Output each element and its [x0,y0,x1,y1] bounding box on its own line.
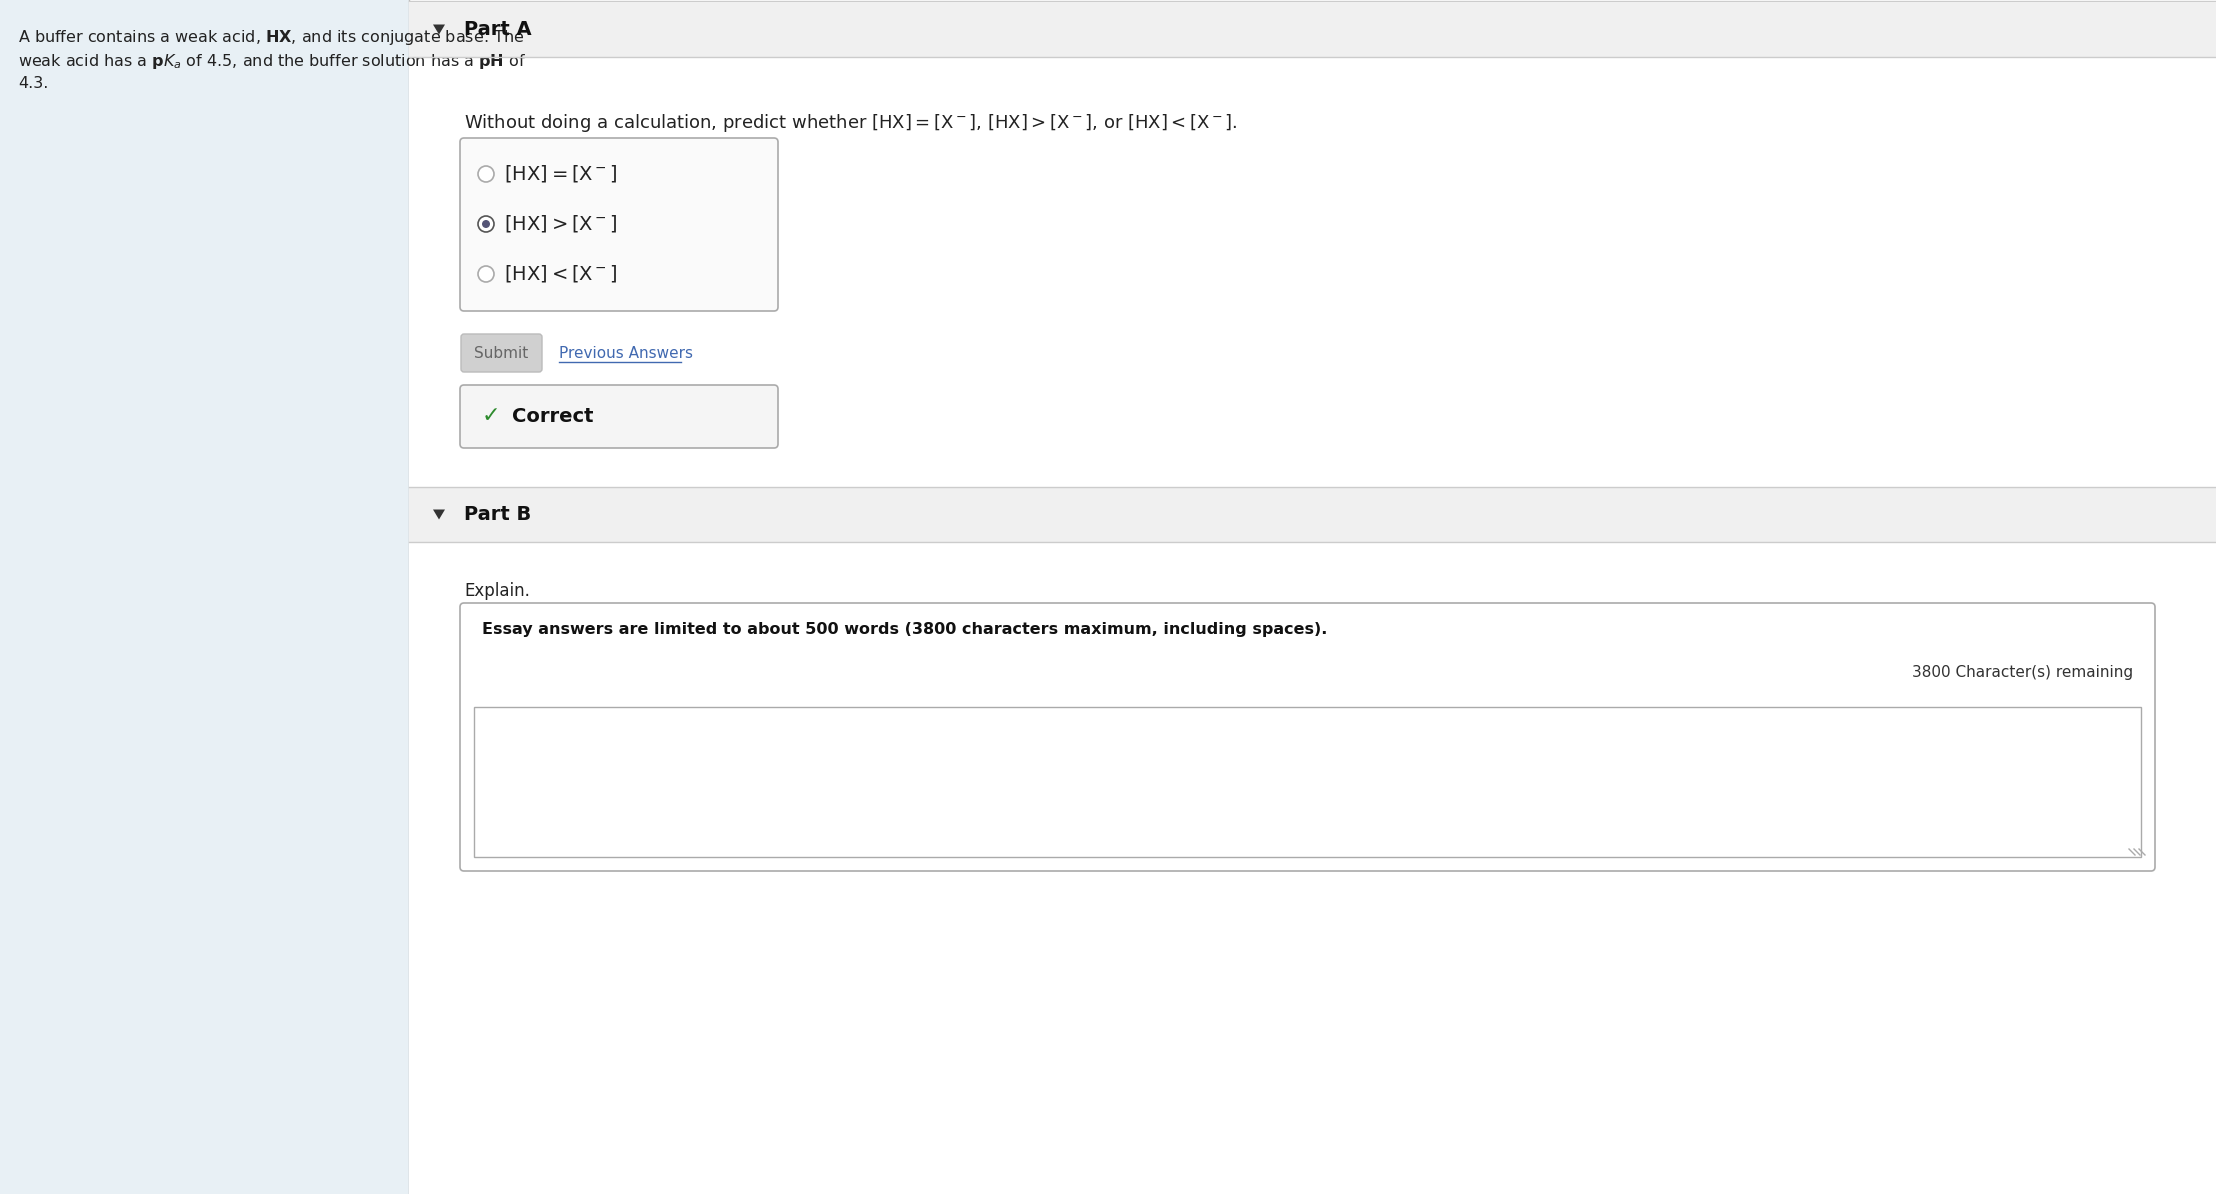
Circle shape [479,216,494,232]
Text: $[\mathrm{HX}] > [\mathrm{X}^-]$: $[\mathrm{HX}] > [\mathrm{X}^-]$ [503,214,618,234]
Text: Correct: Correct [512,407,594,426]
Text: $[\mathrm{HX}] < [\mathrm{X}^-]$: $[\mathrm{HX}] < [\mathrm{X}^-]$ [503,264,618,284]
FancyBboxPatch shape [461,334,543,373]
Text: Explain.: Explain. [463,581,530,601]
Text: Submit: Submit [474,345,530,361]
FancyBboxPatch shape [410,0,2216,1194]
Text: Previous Answers: Previous Answers [558,345,694,361]
Text: 3800 Character(s) remaining: 3800 Character(s) remaining [1912,665,2134,681]
FancyBboxPatch shape [461,384,778,448]
Text: A buffer contains a weak acid, $\mathbf{HX}$, and its conjugate base. The: A buffer contains a weak acid, $\mathbf{… [18,27,525,47]
Text: ✓: ✓ [483,406,501,426]
Text: $[\mathrm{HX}] = [\mathrm{X}^-]$: $[\mathrm{HX}] = [\mathrm{X}^-]$ [503,164,618,185]
Circle shape [479,266,494,282]
FancyBboxPatch shape [474,707,2141,857]
Text: Part B: Part B [463,505,532,524]
Text: Without doing a calculation, predict whether $[\mathrm{HX}] = [\mathrm{X}^-]$, $: Without doing a calculation, predict whe… [463,112,1237,134]
FancyBboxPatch shape [461,139,778,310]
Circle shape [479,166,494,181]
Polygon shape [432,510,445,519]
Text: 4.3.: 4.3. [18,76,49,91]
FancyBboxPatch shape [461,603,2154,870]
FancyBboxPatch shape [410,542,2216,1194]
Circle shape [483,220,490,228]
Text: Essay answers are limited to about 500 words (3800 characters maximum, including: Essay answers are limited to about 500 w… [483,622,1327,638]
FancyBboxPatch shape [0,0,410,1194]
FancyBboxPatch shape [410,2,2216,57]
FancyBboxPatch shape [410,57,2216,487]
Text: weak acid has a $\mathbf{p}K_a$ of 4.5, and the buffer solution has a $\mathbf{p: weak acid has a $\mathbf{p}K_a$ of 4.5, … [18,53,525,70]
Text: Part A: Part A [463,20,532,39]
Polygon shape [432,25,445,35]
FancyBboxPatch shape [410,487,2216,542]
